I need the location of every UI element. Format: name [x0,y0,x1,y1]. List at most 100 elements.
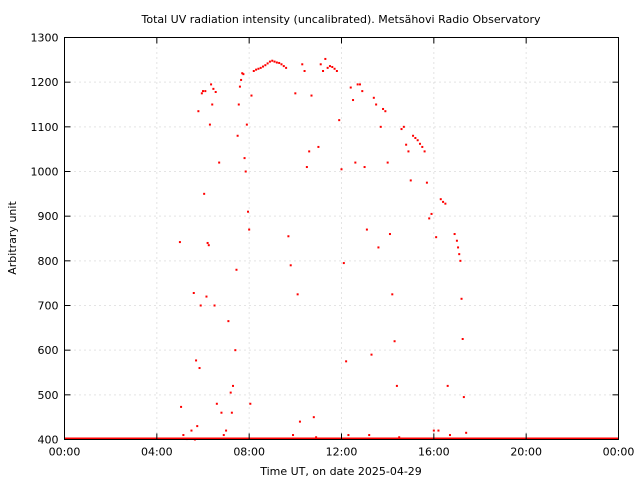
data-point [214,90,217,93]
data-point [377,246,380,249]
data-point [414,137,417,139]
data-point [202,90,204,93]
y-tick-label: 1200 [31,76,59,89]
data-point [303,70,306,72]
data-point [354,161,357,164]
data-point [400,128,403,131]
data-point [285,66,288,69]
x-tick-label: 12:00 [326,446,358,459]
data-point [345,360,348,363]
y-tick-label: 1000 [31,166,59,179]
y-tick-label: 900 [38,210,59,223]
data-point [227,320,230,323]
data-point [190,429,193,432]
data-point [361,90,364,93]
data-point [232,384,235,387]
data-point [324,57,327,60]
data-point [243,157,246,160]
data-point [301,63,304,66]
x-tick-label: 08:00 [233,446,265,459]
data-point [333,67,336,70]
data-point [206,241,209,244]
data-point [289,264,292,267]
data-point [195,359,198,362]
data-point [292,434,295,437]
data-point [275,61,278,64]
data-point [465,431,468,434]
data-point [204,90,207,93]
data-point [182,434,185,437]
data-point [247,210,250,213]
x-tick-label: 20:00 [510,446,542,459]
data-point [245,123,248,126]
data-point [347,434,350,437]
data-point [230,411,233,414]
data-point [416,139,419,142]
data-point [370,353,373,356]
data-point [236,134,239,137]
data-point [326,66,329,69]
data-point [271,59,274,62]
data-point [215,402,218,405]
data-point [234,349,237,352]
data-point [225,429,228,432]
data-point [264,64,267,67]
data-point [439,198,442,201]
data-point [259,66,262,69]
data-point [428,217,431,220]
data-point [205,295,208,298]
data-point [412,134,415,137]
y-tick-label: 1300 [31,32,59,45]
data-point [375,103,378,106]
data-point [407,150,410,153]
data-point [395,384,398,387]
data-point [308,150,311,153]
y-tick-labels: 400 500 600 700 800 900 1000 1100 1200 1300 [31,32,59,447]
data-point [437,429,440,432]
data-point [459,259,462,262]
data-point [305,166,308,169]
data-point [257,67,260,70]
data-point [462,396,465,399]
data-point [453,233,456,236]
x-tick-label: 04:00 [141,446,173,459]
data-point [211,103,214,106]
data-point [388,233,391,236]
data-point [442,200,445,203]
data-point [423,150,426,153]
data-point [278,61,281,64]
y-axis-label: Arbitrary unit [6,201,19,275]
data-point [457,246,460,249]
data-point [328,65,331,68]
data-point [203,192,206,195]
data-point [241,72,244,75]
axis-ticks [64,37,619,440]
data-point [178,241,181,244]
data-point [455,239,458,242]
data-point [212,87,215,90]
data-point [273,60,276,63]
data-point [199,304,202,307]
data-point [315,436,318,439]
data-point [310,94,313,97]
data-point [312,416,315,419]
data-point [298,420,301,423]
y-tick-label: 500 [38,389,59,402]
data-point [421,145,424,148]
data-point [213,304,216,307]
data-point [207,244,210,247]
data-point [268,60,271,63]
data-point [237,103,240,106]
data-point [255,68,258,71]
data-point [196,425,199,428]
data-point [317,145,320,148]
data-point [198,367,201,370]
data-point [405,143,408,146]
x-tick-labels: 00:00 04:00 08:00 12:00 16:00 20:00 00:00 [49,446,635,459]
data-point [266,62,269,65]
data-point [229,391,232,394]
grid [64,37,619,440]
data-point [379,125,382,128]
data-point [197,110,200,113]
y-tick-label: 800 [38,255,59,268]
